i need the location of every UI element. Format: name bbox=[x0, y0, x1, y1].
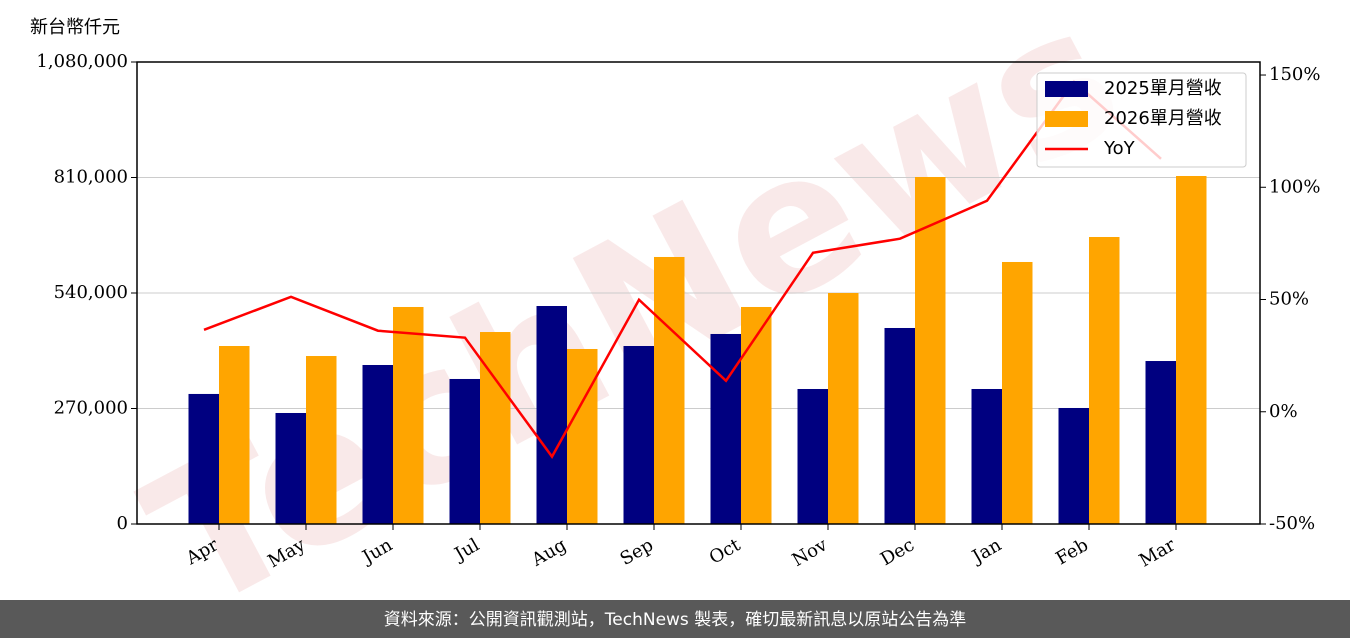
line bbox=[203, 79, 1162, 459]
bar bbox=[623, 346, 654, 524]
y2-tick-label: 100% bbox=[1269, 176, 1320, 197]
plot-frame bbox=[136, 61, 1261, 525]
bar bbox=[480, 332, 511, 524]
bar bbox=[884, 327, 915, 524]
bar bbox=[393, 306, 424, 524]
footer-text: 資料來源：公開資訊觀測站，TechNews 製表，確切最新訊息以原站公告為準 bbox=[384, 610, 966, 630]
legend-box bbox=[1036, 72, 1247, 168]
bar bbox=[741, 306, 772, 524]
x-tick-label: Feb bbox=[1052, 534, 1092, 569]
bar bbox=[1002, 261, 1033, 524]
y2-tick-label: 0% bbox=[1269, 401, 1298, 422]
bar bbox=[1058, 407, 1089, 524]
bar bbox=[567, 348, 598, 524]
legend-label: 2025單月營收 bbox=[1104, 78, 1222, 99]
y-tick-label: 0 bbox=[117, 513, 128, 534]
bar bbox=[828, 293, 859, 524]
y-tick-label: 1,080,000 bbox=[36, 51, 128, 72]
bar bbox=[219, 346, 250, 524]
x-tick-label: Jul bbox=[449, 534, 483, 566]
y2-tick-label: 150% bbox=[1269, 64, 1320, 85]
x-tick-label: Jan bbox=[967, 534, 1005, 568]
y-tick-label: 270,000 bbox=[54, 398, 128, 419]
x-tick-label: Dec bbox=[877, 534, 918, 570]
bar bbox=[971, 388, 1002, 524]
bar bbox=[275, 412, 306, 524]
legend-label: YoY bbox=[1103, 138, 1136, 159]
legend-swatch bbox=[1045, 81, 1088, 97]
y2-tick-label: 50% bbox=[1269, 289, 1309, 310]
footer-bar bbox=[0, 600, 1350, 638]
y2-tick-label: -50% bbox=[1269, 513, 1315, 534]
bar bbox=[449, 378, 480, 524]
bar bbox=[536, 306, 567, 524]
y-axis-label: 新台幣仟元 bbox=[30, 17, 120, 38]
bar bbox=[306, 356, 337, 524]
bar bbox=[362, 364, 393, 524]
x-tick-label: Mar bbox=[1136, 534, 1180, 571]
x-tick-label: Oct bbox=[706, 534, 745, 569]
y-tick-label: 540,000 bbox=[54, 282, 128, 303]
legend-swatch bbox=[1045, 111, 1088, 127]
bar bbox=[654, 256, 685, 524]
legend-label: 2026單月營收 bbox=[1104, 108, 1222, 129]
y-tick-label: 810,000 bbox=[54, 167, 128, 188]
bar bbox=[1089, 237, 1120, 524]
x-tick-label: Sep bbox=[617, 534, 657, 569]
x-tick-label: Nov bbox=[789, 534, 832, 571]
bar bbox=[1176, 176, 1207, 524]
bar bbox=[710, 333, 741, 524]
bar bbox=[1145, 361, 1176, 524]
bar bbox=[188, 393, 219, 524]
x-tick-label: Aug bbox=[527, 534, 570, 571]
bar bbox=[915, 176, 946, 524]
bar bbox=[797, 388, 828, 524]
